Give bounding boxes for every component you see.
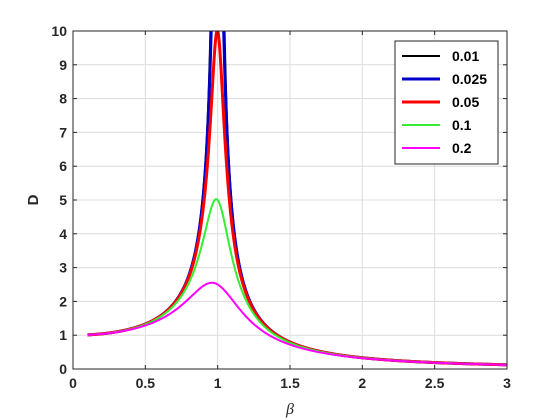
y-tick-label: 2 — [59, 293, 67, 309]
x-tick-label: 2.5 — [425, 375, 445, 391]
series-line-0-2 — [86, 281, 507, 366]
legend-entry: 0.1 — [452, 117, 472, 133]
ticks — [72, 30, 508, 370]
x-tick-label: 1.5 — [280, 375, 300, 391]
legend-entry: 0.05 — [452, 94, 479, 110]
x-tick-label: 0 — [69, 375, 77, 391]
x-tick-label: 3 — [503, 375, 511, 391]
y-tick-label: 9 — [59, 57, 67, 73]
legend-entry: 0.025 — [452, 71, 487, 87]
legend-entry: 0.2 — [452, 140, 472, 156]
tick-labels: 0 0.5 1 1.5 2 2.5 3 0 1 2 3 4 5 6 7 8 9 10 — [51, 23, 511, 391]
y-tick-label: 8 — [59, 91, 67, 107]
x-tick-label: 1 — [214, 375, 222, 391]
y-tick-label: 3 — [59, 260, 67, 276]
x-axis-label: β — [285, 401, 294, 418]
series-layer — [86, 31, 507, 367]
y-tick-label: 5 — [59, 192, 67, 208]
y-axis-label: D — [25, 194, 42, 205]
y-tick-label: 1 — [59, 327, 67, 343]
x-tick-label: 0.5 — [136, 375, 156, 391]
y-tick-label: 4 — [59, 226, 67, 242]
y-tick-label: 10 — [51, 23, 67, 39]
legend-entry: 0.01 — [452, 48, 479, 64]
y-tick-label: 7 — [59, 124, 67, 140]
legend: 0.01 0.025 0.05 0.1 0.2 — [394, 40, 499, 165]
y-tick-label: 6 — [59, 158, 67, 174]
y-tick-label: 0 — [59, 361, 67, 377]
x-tick-label: 2 — [358, 375, 366, 391]
